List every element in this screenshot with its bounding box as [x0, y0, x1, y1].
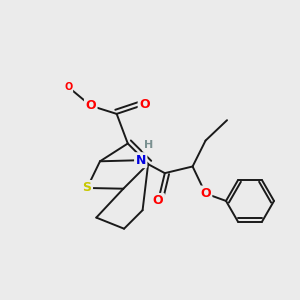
Text: O: O — [85, 99, 96, 112]
Text: S: S — [82, 182, 91, 194]
Text: O: O — [64, 82, 73, 92]
Text: O: O — [139, 98, 150, 111]
Text: H: H — [143, 140, 153, 150]
Text: O: O — [153, 194, 164, 207]
Text: O: O — [200, 187, 211, 200]
Text: N: N — [136, 154, 146, 167]
